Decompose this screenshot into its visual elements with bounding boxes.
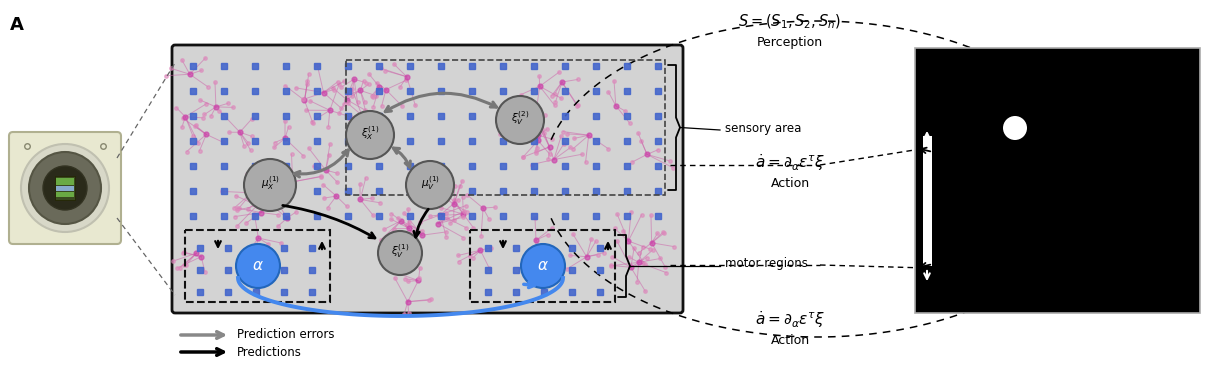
Circle shape xyxy=(244,159,296,211)
Bar xyxy=(923,136,932,266)
Circle shape xyxy=(1003,116,1027,140)
Circle shape xyxy=(236,244,280,288)
Text: Predictions: Predictions xyxy=(237,346,302,359)
Circle shape xyxy=(43,166,87,210)
Bar xyxy=(55,176,75,200)
Text: $\xi_V^{(2)}$: $\xi_V^{(2)}$ xyxy=(511,109,529,127)
FancyBboxPatch shape xyxy=(172,45,683,313)
Bar xyxy=(915,48,1200,313)
Text: A: A xyxy=(10,16,23,34)
Circle shape xyxy=(521,244,565,288)
Text: motor regions: motor regions xyxy=(725,258,808,270)
Text: $\xi_X^{(1)}$: $\xi_X^{(1)}$ xyxy=(361,124,379,142)
FancyBboxPatch shape xyxy=(9,132,122,244)
Circle shape xyxy=(378,231,422,275)
Bar xyxy=(56,186,74,191)
Circle shape xyxy=(406,161,454,209)
Text: $\xi_V^{(1)}$: $\xi_V^{(1)}$ xyxy=(391,242,409,260)
Circle shape xyxy=(346,111,394,159)
Text: Action: Action xyxy=(770,334,809,346)
Text: $\mu_V^{(1)}$: $\mu_V^{(1)}$ xyxy=(420,174,440,192)
Text: sensory area: sensory area xyxy=(725,122,802,135)
Text: Action: Action xyxy=(770,177,809,190)
Text: $\mu_X^{(1)}$: $\mu_X^{(1)}$ xyxy=(260,174,280,192)
Text: Perception: Perception xyxy=(756,36,823,49)
Circle shape xyxy=(21,144,109,232)
Text: $\alpha$: $\alpha$ xyxy=(252,258,264,273)
Text: Prediction errors: Prediction errors xyxy=(237,328,334,341)
Bar xyxy=(56,192,74,197)
Bar xyxy=(470,230,615,302)
Circle shape xyxy=(29,152,101,224)
Bar xyxy=(346,60,666,195)
Circle shape xyxy=(496,96,544,144)
Text: $S = (S_1, S_2, S_n)$: $S = (S_1, S_2, S_n)$ xyxy=(738,13,841,31)
Text: $\dot{a} = \partial_{\alpha}\varepsilon^{\tau}\xi$: $\dot{a} = \partial_{\alpha}\varepsilon^… xyxy=(755,153,825,174)
Text: $\dot{a} = \partial_{\alpha}\varepsilon^{\tau}\xi$: $\dot{a} = \partial_{\alpha}\varepsilon^… xyxy=(755,310,825,331)
Text: $\alpha$: $\alpha$ xyxy=(537,258,549,273)
Bar xyxy=(185,230,330,302)
Bar xyxy=(56,178,74,185)
